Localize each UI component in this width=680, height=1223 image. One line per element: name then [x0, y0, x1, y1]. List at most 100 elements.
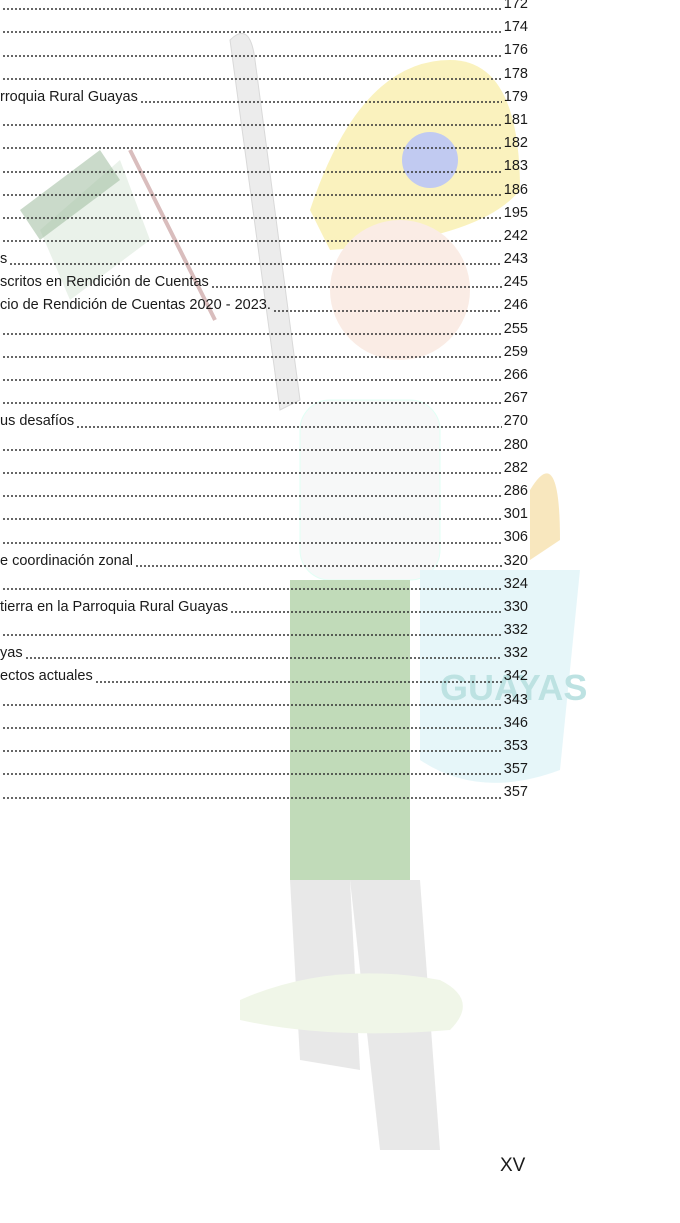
- dot-leader: [135, 564, 502, 567]
- entry-page: 270: [503, 413, 528, 430]
- dot-leader: [2, 750, 502, 753]
- table-of-contents: 172 174 176 178 rroquia Rural Guayas 179 181 18…: [0, 0, 528, 804]
- entry-page: 332: [503, 645, 528, 662]
- entry-page: 320: [503, 552, 528, 569]
- dot-leader: [2, 471, 502, 474]
- dot-leader: [2, 448, 502, 451]
- toc-entry: 174: [0, 16, 528, 39]
- entry-page: 179: [503, 88, 528, 105]
- dot-leader: [2, 216, 502, 219]
- entry-title: rroquia Rural Guayas: [0, 88, 138, 105]
- entry-page: 266: [503, 367, 528, 383]
- entry-page: 280: [503, 436, 528, 453]
- watermark-text: GUAYAS: [440, 667, 587, 708]
- dot-leader: [76, 425, 502, 428]
- toc-entry: 186: [0, 179, 528, 202]
- entry-page: 286: [503, 482, 528, 499]
- entry-title: e coordinación zonal: [0, 552, 134, 569]
- dot-leader: [2, 587, 502, 590]
- toc-entry: us desafíos 270: [0, 410, 528, 433]
- entry-page: 246: [503, 297, 528, 314]
- entry-page: 306: [503, 529, 528, 546]
- dot-leader: [2, 379, 502, 382]
- dot-leader: [94, 680, 502, 683]
- dot-leader: [2, 634, 502, 637]
- entry-page: 342: [503, 668, 528, 685]
- toc-entry: 332: [0, 619, 528, 642]
- dot-leader: [2, 147, 502, 150]
- dot-leader: [210, 286, 502, 289]
- dot-leader: [2, 773, 502, 776]
- entry-page: 174: [503, 19, 528, 36]
- toc-entry: 178: [0, 63, 528, 86]
- dot-leader: [2, 356, 502, 358]
- dot-leader: [2, 240, 502, 243]
- toc-entry: scritos en Rendición de Cuentas 245: [0, 271, 528, 294]
- toc-entry: 255: [0, 318, 528, 341]
- entry-page: 195: [503, 204, 528, 221]
- toc-entry: 301: [0, 503, 528, 526]
- page-number: XV: [500, 1155, 526, 1176]
- toc-entry: 176: [0, 39, 528, 62]
- toc-entry: 286: [0, 480, 528, 503]
- dot-leader: [2, 124, 502, 127]
- entry-title: s: [0, 251, 8, 268]
- toc-entry: 357: [0, 781, 528, 804]
- dot-leader: [2, 402, 502, 405]
- entry-page: 330: [503, 598, 528, 615]
- toc-entry: 259: [0, 341, 528, 364]
- toc-entry: 267: [0, 387, 528, 410]
- toc-entry: rroquia Rural Guayas 179: [0, 86, 528, 109]
- entry-title: scritos en Rendición de Cuentas: [0, 274, 209, 291]
- toc-entry: 280: [0, 434, 528, 457]
- entry-page: 332: [503, 622, 528, 639]
- entry-page: 267: [503, 390, 528, 407]
- toc-entry: 324: [0, 573, 528, 596]
- toc-entry: 181: [0, 109, 528, 132]
- entry-page: 245: [503, 274, 528, 291]
- entry-title: tierra en la Parroquia Rural Guayas: [0, 598, 229, 615]
- dot-leader: [2, 703, 502, 706]
- entry-page: 176: [503, 42, 528, 59]
- dot-leader: [230, 611, 502, 614]
- entry-page: 282: [503, 459, 528, 476]
- entry-page: 243: [503, 251, 528, 268]
- toc-entry: 282: [0, 457, 528, 480]
- dot-leader: [2, 170, 502, 173]
- dot-leader: [2, 495, 502, 498]
- entry-page: 353: [503, 738, 528, 754]
- dot-leader: [2, 8, 502, 11]
- entry-page: 301: [503, 506, 528, 523]
- entry-page: 183: [503, 158, 528, 175]
- toc-entry: cio de Rendición de Cuentas 2020 - 2023.…: [0, 294, 528, 317]
- entry-page: 343: [503, 691, 528, 708]
- dot-leader: [2, 796, 502, 799]
- entry-page: 346: [503, 714, 528, 731]
- dot-leader: [2, 332, 502, 335]
- dot-leader: [2, 54, 502, 57]
- entry-page: 181: [503, 111, 528, 128]
- dot-leader: [24, 657, 502, 660]
- entry-page: 242: [503, 227, 528, 244]
- toc-entry: 353: [0, 735, 528, 758]
- toc-entry: tierra en la Parroquia Rural Guayas 330: [0, 596, 528, 619]
- entry-page: 182: [503, 135, 528, 152]
- dot-leader: [2, 541, 502, 544]
- dot-leader: [2, 77, 502, 80]
- entry-title: yas: [0, 645, 23, 662]
- toc-entry: 306: [0, 526, 528, 549]
- entry-title: ectos actuales: [0, 668, 93, 685]
- dot-leader: [139, 100, 502, 103]
- dot-leader: [272, 309, 502, 312]
- entry-title: us desafíos: [0, 413, 75, 430]
- dot-leader: [9, 263, 502, 266]
- entry-page: 178: [503, 65, 528, 82]
- toc-entry: 266: [0, 364, 528, 387]
- entry-page: 172: [503, 0, 528, 12]
- entry-title: cio de Rendición de Cuentas 2020 - 2023.: [0, 297, 271, 314]
- entry-page: 259: [503, 343, 528, 360]
- toc-entry: 182: [0, 132, 528, 155]
- toc-entry: 172: [0, 0, 528, 16]
